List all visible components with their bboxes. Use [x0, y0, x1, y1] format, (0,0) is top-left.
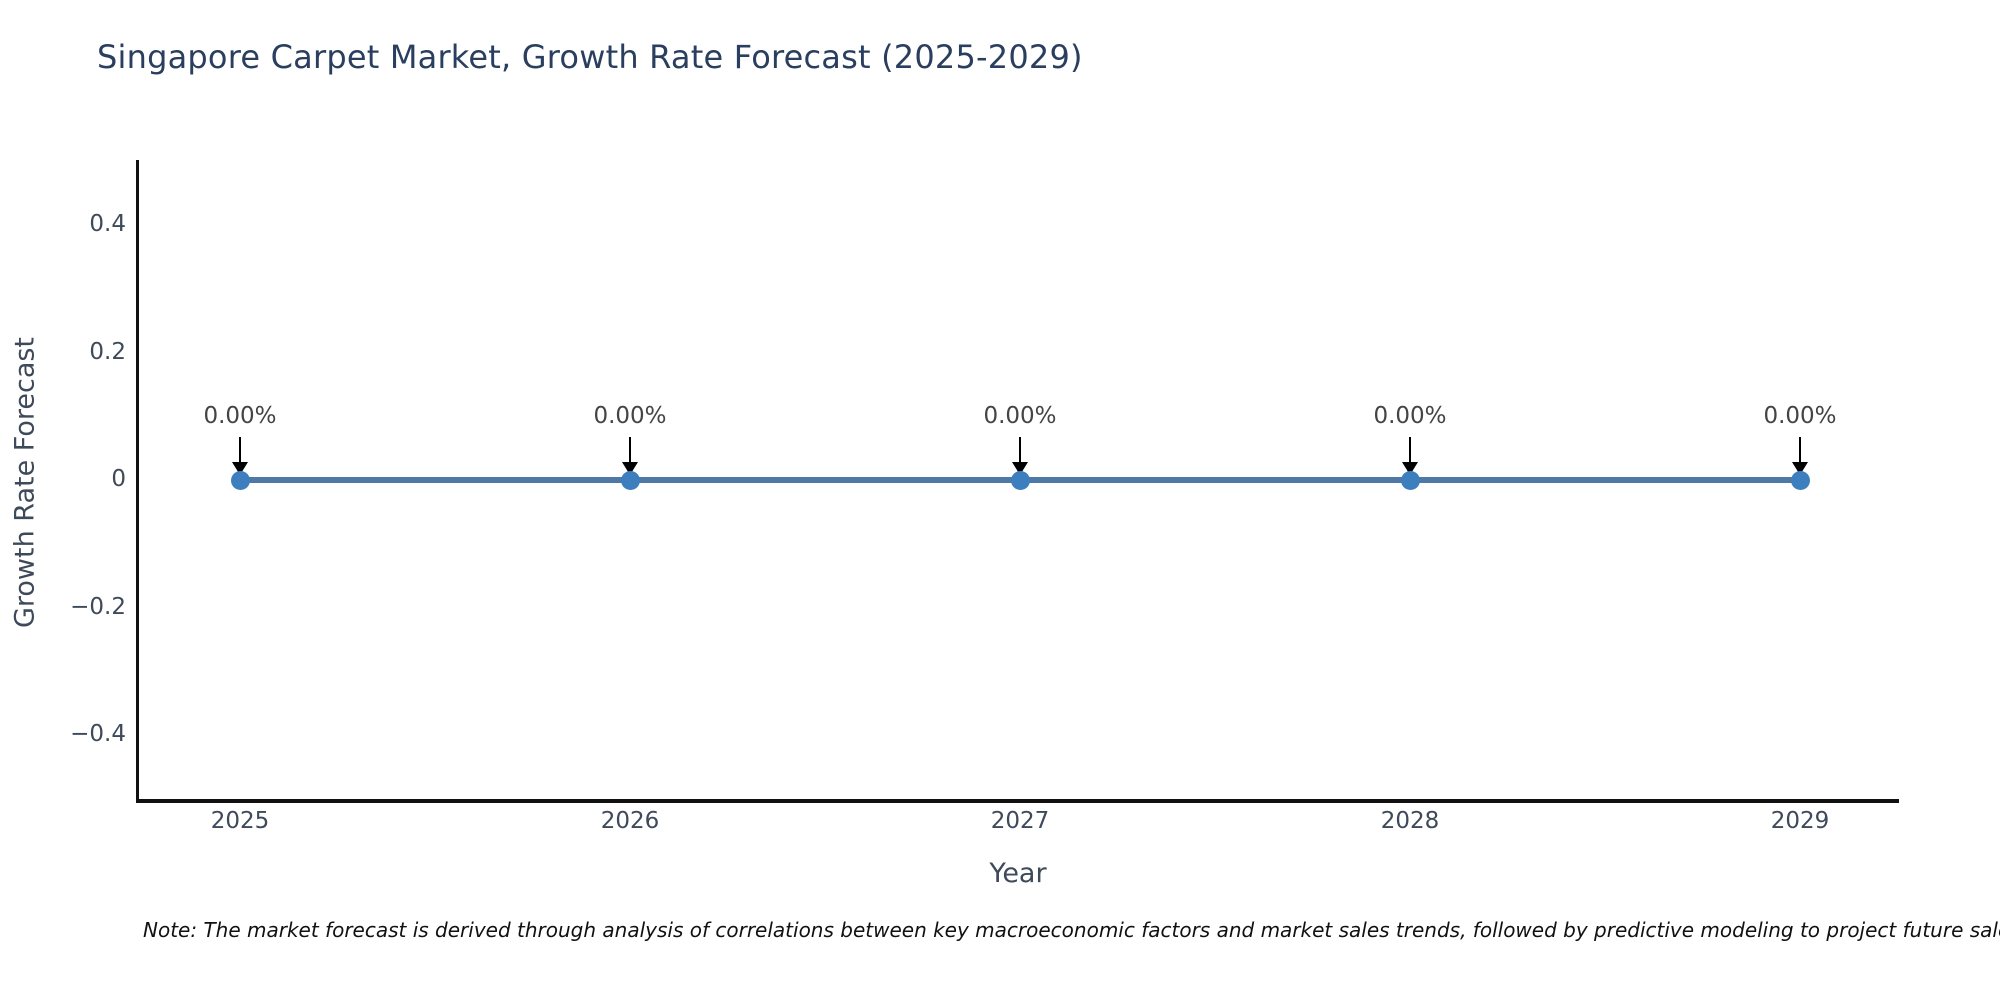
- point-value-label: 0.00%: [593, 403, 667, 429]
- data-point[interactable]: [1400, 470, 1420, 490]
- annotation-arrow-stem: [1799, 437, 1801, 463]
- y-tick-label: 0: [111, 466, 126, 492]
- point-value-label: 0.00%: [203, 403, 277, 429]
- annotation-arrow-stem: [629, 437, 631, 463]
- y-tick-label: −0.4: [70, 721, 126, 747]
- data-point[interactable]: [1010, 470, 1030, 490]
- x-axis-line: [136, 799, 1899, 803]
- annotation-arrow-stem: [1409, 437, 1411, 463]
- y-axis-line: [136, 160, 139, 803]
- x-tick-label: 2028: [1380, 808, 1440, 834]
- point-value-label: 0.00%: [983, 403, 1057, 429]
- y-tick-label: −0.2: [70, 593, 126, 620]
- y-tick-label: 0.4: [89, 211, 126, 237]
- chart-title: Singapore Carpet Market, Growth Rate For…: [97, 38, 1083, 76]
- point-value-label: 0.00%: [1763, 403, 1837, 429]
- x-tick-label: 2029: [1770, 808, 1830, 834]
- y-tick-label: 0.2: [89, 338, 126, 365]
- data-point[interactable]: [620, 470, 640, 490]
- data-point[interactable]: [1790, 470, 1810, 490]
- x-tick-label: 2027: [990, 808, 1050, 834]
- data-point[interactable]: [230, 470, 250, 490]
- annotation-arrow-stem: [239, 437, 241, 463]
- footnote: Note: The market forecast is derived thr…: [143, 918, 2000, 942]
- x-axis-title: Year: [989, 858, 1047, 889]
- point-value-label: 0.00%: [1373, 403, 1447, 429]
- x-tick-label: 2026: [600, 808, 660, 834]
- annotation-arrow-stem: [1019, 437, 1021, 463]
- x-tick-label: 2025: [210, 808, 270, 834]
